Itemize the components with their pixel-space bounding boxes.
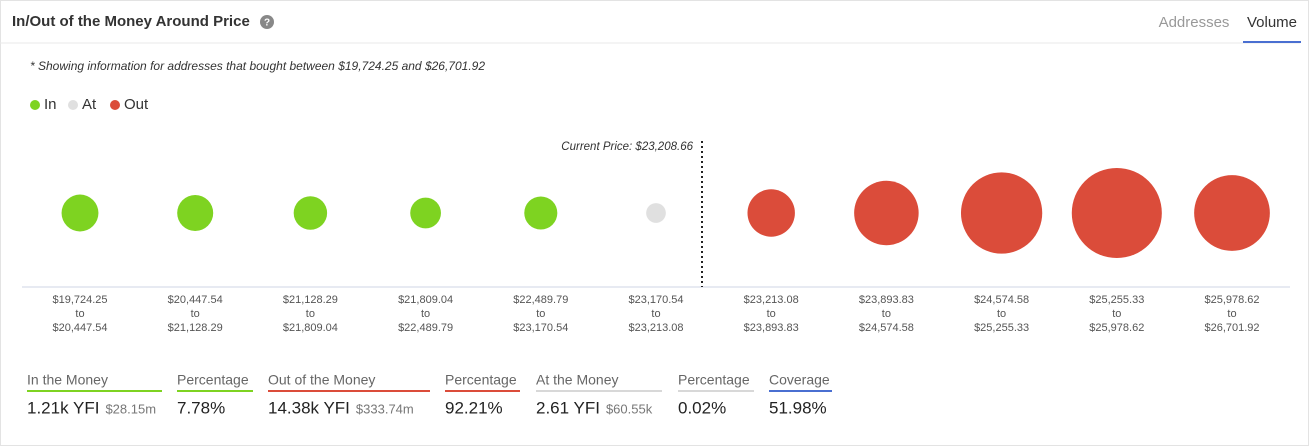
range-joiner: to [536,308,545,320]
help-icon-glyph: ? [264,18,270,29]
summary-detail: $60.55k [606,401,653,416]
range-to: $25,978.62 [1089,322,1144,334]
range-from: $25,255.33 [1089,294,1144,306]
summary-label: Coverage [769,372,830,388]
bubble [854,180,919,246]
help-icon[interactable] [260,15,274,29]
summary-value: 7.78% [177,398,225,417]
range-from: $21,128.29 [283,294,338,306]
range-joiner: to [306,308,315,320]
range-from: $23,893.83 [859,294,914,306]
legend-marker [68,100,78,110]
range-joiner: to [882,308,891,320]
range-joiner: to [1227,308,1236,320]
summary-label: Percentage [445,372,517,388]
range-to: $26,701.92 [1204,322,1259,334]
range-joiner: to [75,308,84,320]
range-to: $24,574.58 [859,322,914,334]
legend-marker [110,100,120,110]
range-from: $19,724.25 [52,294,107,306]
summary-value: 14.38k YFI [268,398,350,417]
bubble [646,203,666,223]
bubble [177,194,214,232]
range-to: $25,255.33 [974,322,1029,334]
tab[interactable]: Volume [1247,14,1297,31]
bubble [61,194,99,232]
summary-value: 51.98% [769,398,827,417]
summary-value: 1.21k YFI [27,398,99,417]
range-from: $23,213.08 [744,294,799,306]
range-from: $21,809.04 [398,294,453,306]
summary-label: Percentage [177,372,249,388]
range-joiner: to [767,308,776,320]
bubble [747,189,795,237]
bubble [410,197,441,229]
range-to: $23,170.54 [513,322,568,334]
range-from: $23,170.54 [628,294,683,306]
summary-value: 2.61 YFI [536,398,600,417]
range-to: $21,128.29 [168,322,223,334]
range-to: $20,447.54 [52,322,107,334]
summary-detail: $28.15m [105,401,156,416]
bubble [293,196,328,230]
summary-detail: $333.74m [356,401,414,416]
range-from: $24,574.58 [974,294,1029,306]
range-from: $25,978.62 [1204,294,1259,306]
summary-label: At the Money [536,372,619,388]
bubble [524,196,558,230]
summary-label: Percentage [678,372,750,388]
tab[interactable]: Addresses [1159,14,1230,31]
range-to: $22,489.79 [398,322,453,334]
current-price-label: Current Price: $23,208.66 [561,141,693,153]
range-to: $23,213.08 [628,322,683,334]
range-joiner: to [651,308,660,320]
range-from: $22,489.79 [513,294,568,306]
summary-value: 92.21% [445,398,503,417]
range-from: $20,447.54 [168,294,223,306]
title: In/Out of the Money Around Price [12,13,250,30]
range-joiner: to [997,308,1006,320]
summary-label: In the Money [27,372,108,388]
range-joiner: to [1112,308,1121,320]
legend-label: Out [124,96,149,113]
range-to: $21,809.04 [283,322,338,334]
range-to: $23,893.83 [744,322,799,334]
bubble [1071,167,1162,259]
legend-label: At [82,96,97,113]
range-joiner: to [421,308,430,320]
summary-label: Out of the Money [268,372,375,388]
legend-label: In [44,96,57,113]
legend-marker [30,100,40,110]
bubble [960,172,1043,254]
bubble [1194,175,1270,251]
range-joiner: to [191,308,200,320]
note: * Showing information for addresses that… [30,59,485,73]
summary-value: 0.02% [678,398,726,417]
